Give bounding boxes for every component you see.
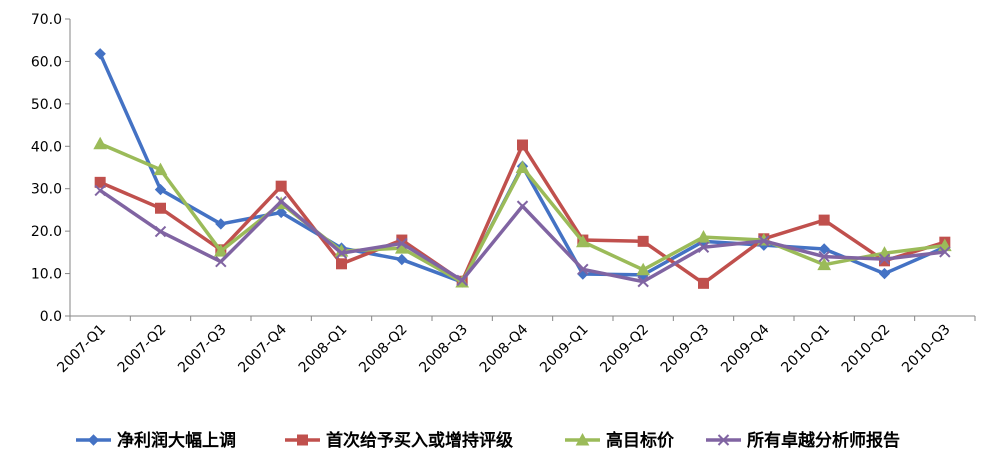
x-tick-label: 2009-Q3	[658, 322, 713, 377]
data-point-triangle	[153, 162, 168, 176]
legend-item: 净利润大幅上调	[76, 430, 236, 451]
chart-legend: 净利润大幅上调 首次给予买入或增持评级 高目标价 所有卓越分析师报告	[76, 430, 900, 451]
data-point-x	[215, 255, 227, 268]
x-tick-label: 2007-Q4	[235, 321, 290, 376]
data-point-x	[335, 247, 348, 259]
y-tick-label: 60.0	[31, 54, 62, 70]
legend-label: 高目标价	[606, 430, 675, 451]
y-tick-label: 20.0	[31, 224, 62, 240]
y-tick-label: 40.0	[31, 139, 62, 155]
x-tick-label: 2007-Q2	[115, 322, 170, 377]
legend-item: 所有卓越分析师报告	[706, 430, 900, 451]
data-point-triangle	[575, 234, 590, 248]
x-tick-label: 2009-Q2	[597, 322, 652, 377]
data-point-triangle	[696, 230, 711, 243]
data-point-diamond	[878, 267, 891, 280]
x-tick-label: 2010-Q2	[839, 322, 894, 377]
x-tick-label: 2008-Q4	[477, 321, 532, 376]
data-point-triangle	[636, 262, 651, 276]
x-tick-label: 2010-Q3	[899, 322, 954, 377]
data-point-x	[154, 225, 167, 238]
x-tick-label: 2009-Q4	[718, 321, 773, 376]
data-point-triangle	[213, 244, 228, 257]
x-tick-label: 2008-Q1	[296, 322, 351, 377]
data-point-diamond	[396, 253, 408, 266]
data-point-x	[516, 200, 529, 212]
data-point-triangle	[93, 136, 108, 150]
data-point-square	[275, 180, 287, 192]
data-point-triangle	[817, 257, 832, 271]
data-point-diamond	[154, 183, 167, 196]
y-tick-label: 70.0	[31, 12, 62, 28]
data-point-square	[517, 139, 528, 151]
x-tick-label: 2008-Q3	[416, 322, 471, 377]
data-point-x	[818, 250, 830, 263]
data-point-x	[717, 434, 730, 446]
y-tick-label: 10.0	[31, 267, 62, 283]
data-point-diamond	[215, 218, 227, 230]
x-tick-label: 2007-Q1	[54, 322, 109, 377]
data-point-square	[637, 235, 649, 247]
series-4	[94, 184, 951, 288]
legend-item: 首次给予买入或增持评级	[285, 430, 513, 451]
x-tick-label: 2010-Q1	[778, 322, 833, 377]
data-point-x	[94, 184, 106, 197]
data-point-x	[456, 274, 468, 287]
legend-item: 高目标价	[565, 430, 675, 451]
y-tick-label: 50.0	[31, 97, 62, 113]
data-point-x	[275, 195, 287, 208]
y-tick-label: 0.0	[40, 309, 62, 325]
data-point-diamond	[275, 206, 287, 219]
data-point-triangle	[515, 160, 530, 173]
legend-label: 首次给予买入或增持评级	[326, 430, 513, 451]
data-point-x	[396, 237, 408, 250]
data-point-x	[758, 235, 770, 247]
x-tick-label: 2009-Q1	[537, 322, 592, 377]
data-point-triangle	[575, 432, 590, 446]
legend-label: 所有卓越分析师报告	[747, 430, 900, 451]
data-point-x	[697, 241, 710, 253]
x-tick-label: 2008-Q2	[356, 322, 411, 377]
data-point-square	[297, 434, 308, 446]
data-point-x	[878, 253, 891, 265]
data-point-x	[939, 246, 951, 258]
x-tick-label: 2007-Q3	[175, 322, 230, 377]
data-point-diamond	[94, 48, 106, 60]
data-point-diamond	[87, 434, 100, 446]
data-point-x	[637, 275, 649, 288]
data-point-square	[698, 277, 709, 289]
data-point-square	[818, 214, 830, 226]
chart-series	[93, 48, 952, 289]
data-point-square	[155, 202, 166, 214]
y-tick-label: 30.0	[31, 182, 62, 198]
series-line	[99, 188, 946, 284]
legend-label: 净利润大幅上调	[117, 430, 236, 451]
data-point-diamond	[818, 243, 830, 255]
data-point-x	[577, 263, 589, 276]
data-point-square	[336, 258, 347, 270]
data-point-square	[94, 176, 106, 188]
